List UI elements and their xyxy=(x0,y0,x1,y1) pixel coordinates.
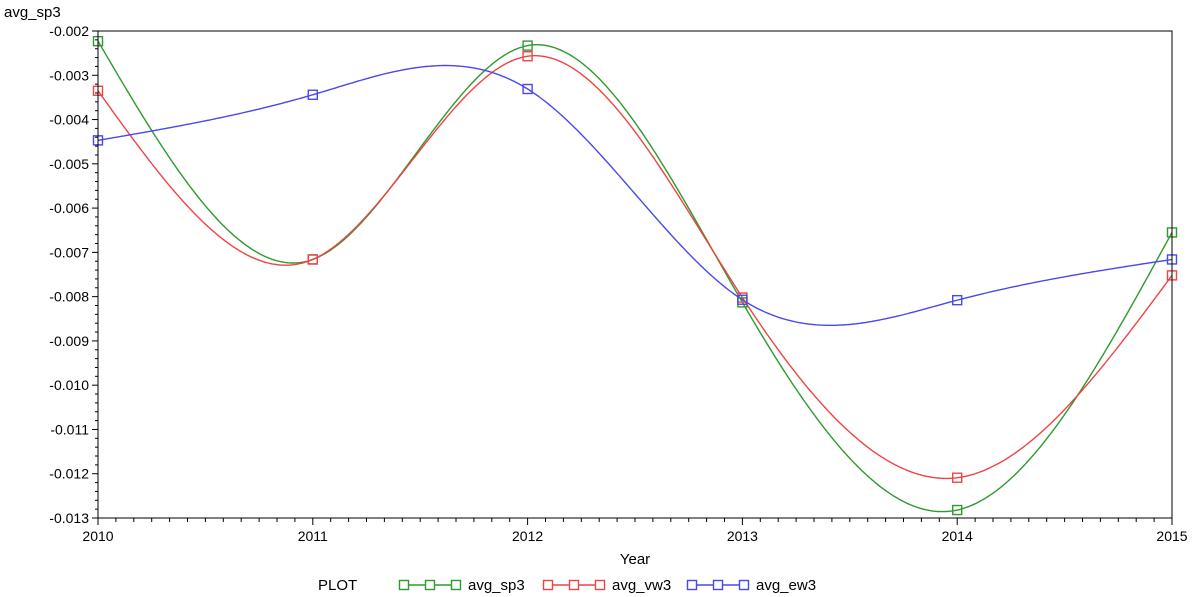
x-tick-label: 2014 xyxy=(942,528,973,544)
data-point-avg_vw3 xyxy=(522,51,533,62)
x-tick-label: 2013 xyxy=(727,528,758,544)
y-axis-title: avg_sp3 xyxy=(4,4,61,21)
legend-swatch-marker xyxy=(686,579,698,591)
y-tick-label: -0.003 xyxy=(49,67,89,83)
y-tick-label: -0.007 xyxy=(49,244,89,260)
data-point-avg_ew3 xyxy=(737,294,748,305)
data-point-avg_vw3 xyxy=(952,472,963,483)
y-tick-label: -0.006 xyxy=(49,200,89,216)
data-point-avg_ew3 xyxy=(952,294,963,306)
legend-title: PLOT xyxy=(318,577,357,594)
legend-swatch-marker xyxy=(450,579,462,591)
x-tick-label: 2012 xyxy=(512,528,543,544)
y-tick-label: -0.012 xyxy=(49,466,89,482)
x-tick-label: 2010 xyxy=(82,528,113,544)
legend-swatch-marker xyxy=(568,579,580,591)
y-tick-label: -0.013 xyxy=(49,510,89,526)
legend-swatch-marker xyxy=(542,579,554,591)
legend-swatch-marker xyxy=(594,579,606,591)
y-tick-label: -0.008 xyxy=(49,289,89,305)
legend-label-avg_vw3: avg_vw3 xyxy=(612,577,671,594)
x-axis: 2010 2011 2012 2013 2014 2015 xyxy=(82,518,1188,544)
series-line-avg_sp3 xyxy=(97,40,1173,513)
x-tick-label: 2011 xyxy=(298,528,328,544)
legend-swatch-marker xyxy=(712,579,724,591)
series-lines xyxy=(97,40,1173,513)
series-line-avg_vw3 xyxy=(97,55,1173,480)
y-tick-label: -0.002 xyxy=(49,23,89,39)
y-tick-label: -0.011 xyxy=(50,421,89,437)
series-line-avg_ew3 xyxy=(97,64,1173,326)
legend-swatch-marker xyxy=(398,579,410,591)
y-tick-label: -0.005 xyxy=(49,156,89,172)
legend-label-avg_sp3: avg_sp3 xyxy=(468,577,525,594)
legend-swatch-marker xyxy=(738,579,750,591)
legend-swatch-marker xyxy=(424,579,436,591)
y-tick-label: -0.004 xyxy=(49,112,89,128)
legend: PLOT avg_sp3 avg_vw3 avg_ew3 xyxy=(318,577,816,594)
y-tick-label: -0.009 xyxy=(49,333,89,349)
data-point-avg_sp3 xyxy=(952,504,963,516)
y-axis: -0.002 -0.003 -0.004 -0.005 -0.006 -0.007 -0.0… xyxy=(49,23,98,526)
legend-label-avg_ew3: avg_ew3 xyxy=(756,577,816,594)
x-tick-label: 2015 xyxy=(1156,528,1187,544)
y-tick-label: -0.010 xyxy=(49,377,89,393)
x-axis-title: Year xyxy=(620,551,650,568)
data-point-avg_ew3 xyxy=(522,83,533,95)
data-point-avg_vw3 xyxy=(307,254,318,265)
data-point-avg_sp3 xyxy=(522,40,533,51)
data-point-avg_ew3 xyxy=(307,89,318,100)
